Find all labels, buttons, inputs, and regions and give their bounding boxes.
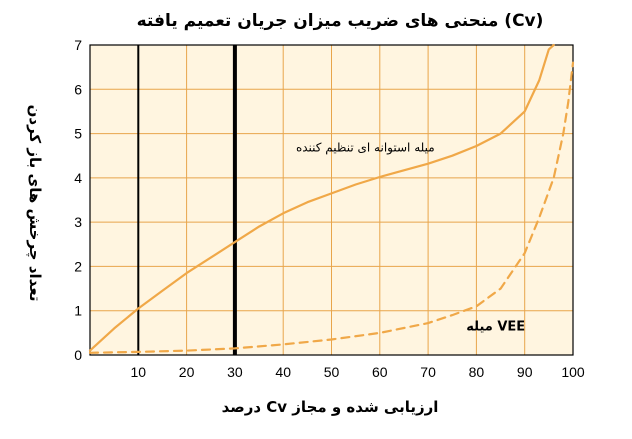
- y-tick-label: 0: [74, 347, 82, 363]
- y-tick-label: 5: [74, 126, 82, 142]
- plot-area: 10 20 30 40 50 60 70 80 90 100 0 1 2 3 4 5 6 7 میله استوان…: [74, 37, 585, 380]
- chart-title: منحنی های ضریب میزان جریان تعمیم یافته (…: [137, 11, 544, 31]
- x-tick-label: 30: [227, 364, 243, 380]
- plot-frame: [89, 44, 574, 356]
- series-line-vee-plug: [88, 61, 575, 354]
- y-tick-label: 6: [74, 81, 82, 97]
- x-tick-label: 70: [420, 364, 436, 380]
- y-tick-label: 1: [74, 303, 82, 319]
- x-tick-label: 50: [324, 364, 340, 380]
- series-annotation: میله VEE: [466, 320, 525, 335]
- x-tick-label: 100: [561, 364, 585, 380]
- y-tick-label: 2: [74, 258, 82, 274]
- y-tick-label: 3: [74, 214, 82, 230]
- x-tick-label: 80: [469, 364, 485, 380]
- y-tick-label: 7: [74, 37, 82, 53]
- x-tick-label: 90: [517, 364, 533, 380]
- y-tick-label: 4: [74, 170, 82, 186]
- series-annotation: میله استوانه ای تنظیم کننده: [296, 140, 435, 155]
- x-tick-label: 20: [179, 364, 195, 380]
- x-axis-label: درصد Cv ارزیابی شده و مجاز: [222, 398, 439, 416]
- x-tick-label: 40: [275, 364, 291, 380]
- x-tick-label: 60: [372, 364, 388, 380]
- series-line-cylindrical-plug: [88, 43, 555, 352]
- x-tick-label: 10: [131, 364, 147, 380]
- y-axis-label: تعداد چرخش های باز کردن: [25, 105, 44, 302]
